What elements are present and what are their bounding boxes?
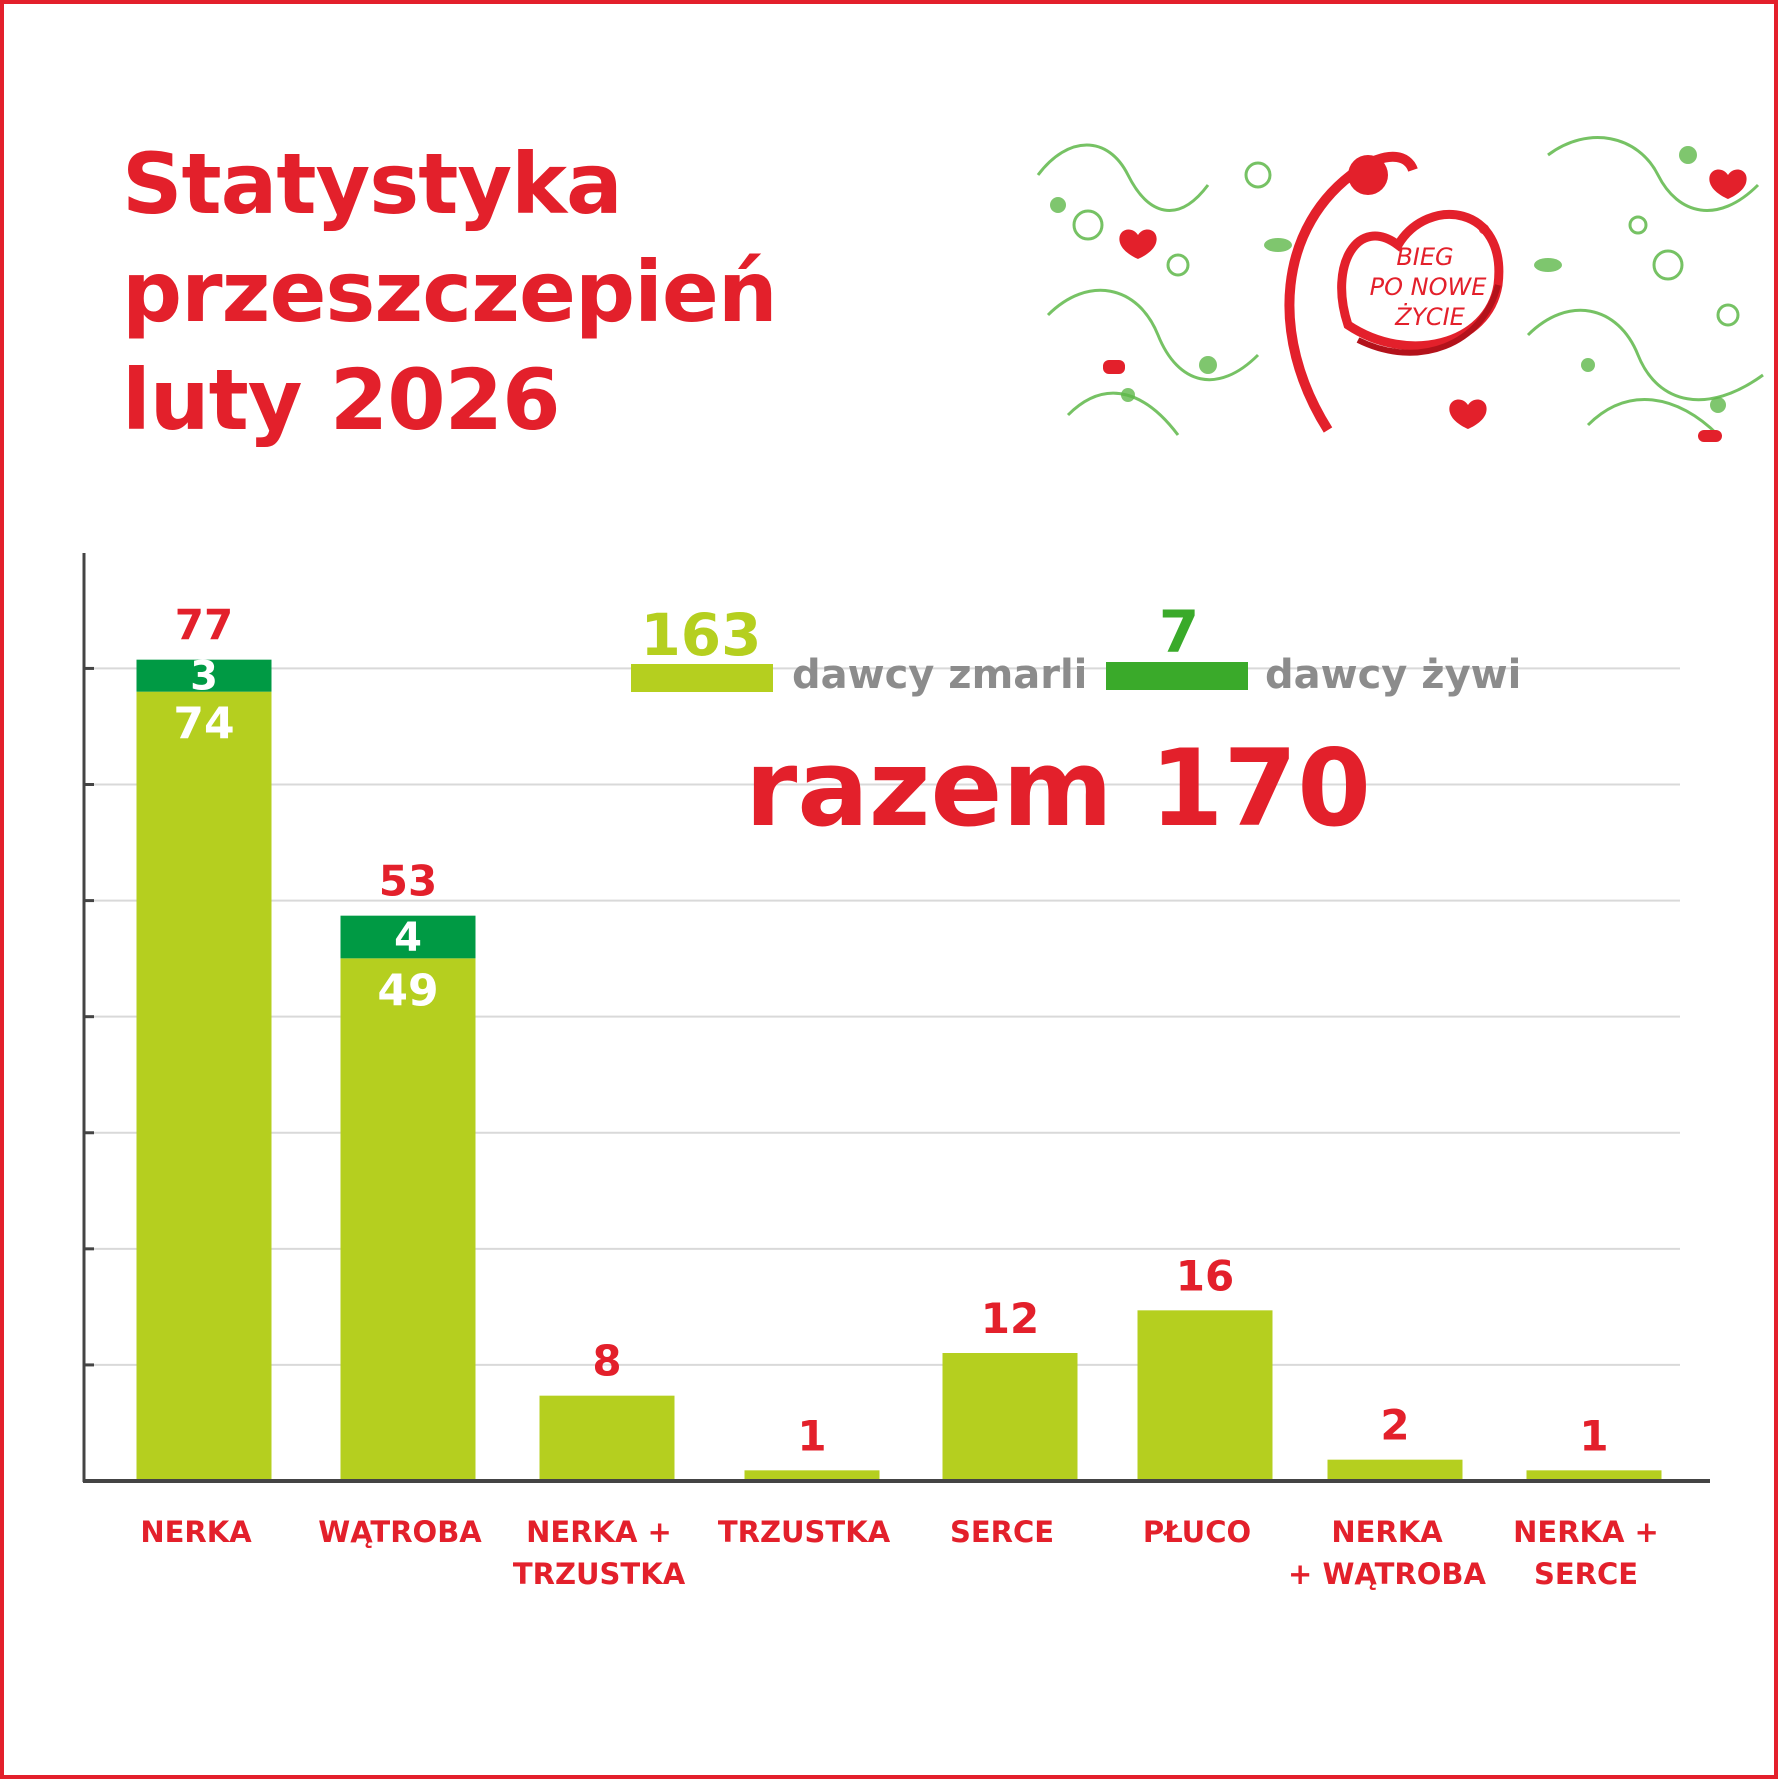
logo-text-po-nowe: PO NOWE — [1370, 273, 1488, 301]
bar-total-value-label: 8 — [592, 1337, 621, 1386]
category-label: NERKA — [140, 1515, 252, 1549]
bar-total-value-label: 16 — [1176, 1251, 1234, 1300]
logo-registered-mark: ® — [1477, 222, 1491, 238]
title-line-2: przeszczepień — [122, 243, 778, 341]
category-label: NERKA + — [526, 1515, 672, 1549]
legend-living-count: 7 — [1159, 598, 1199, 666]
legend-deceased-label: dawcy zmarli — [792, 652, 1087, 698]
bar-total-value-label: 2 — [1380, 1401, 1409, 1450]
logo-text-zycie: ŻYCIE — [1394, 302, 1466, 331]
bieg-po-nowe-zycie-logo: BIEG PO NOWE ŻYCIE ® — [1028, 115, 1769, 443]
legend-living-label: dawcy żywi — [1265, 652, 1521, 698]
bar-deceased-value-label: 74 — [173, 699, 234, 750]
category-label: NERKA — [1331, 1515, 1443, 1549]
category-label: TRZUSTKA — [718, 1515, 891, 1549]
legend-deceased-count: 163 — [640, 601, 761, 669]
category-label: TRZUSTKA — [513, 1557, 686, 1591]
chart-legend: 163 dawcy zmarli 7 dawcy żywi razem 170 — [631, 598, 1521, 850]
bar-total-value-label: 77 — [175, 601, 233, 650]
chart-bars — [136, 659, 1662, 1481]
bar-living — [136, 659, 272, 692]
bar-living — [340, 915, 476, 959]
category-label: PŁUCO — [1143, 1515, 1251, 1549]
category-label: SERCE — [1534, 1557, 1638, 1591]
chart-value-labels: 374 77 449 53 8 1 12 16 2 1 — [173, 601, 1608, 1461]
bar-deceased-value-label: 49 — [377, 965, 438, 1016]
bar-deceased — [744, 1470, 880, 1481]
bar-deceased — [1137, 1310, 1273, 1481]
category-label: NERKA + — [1513, 1515, 1659, 1549]
chart-axes — [82, 553, 1710, 1483]
bar-total-value-label: 12 — [981, 1294, 1039, 1343]
bar-living-value-label: 3 — [190, 654, 218, 700]
chart-category-labels: NERKA WĄTROBA NERKA + TRZUSTKA TRZUSTKA SERCE… — [140, 1515, 1659, 1591]
bar-deceased — [1327, 1459, 1463, 1481]
bar-living-value-label: 4 — [394, 915, 422, 961]
category-label: WĄTROBA — [318, 1515, 482, 1549]
logo-text-bieg: BIEG — [1396, 243, 1453, 271]
bar-total-value-label: 53 — [379, 857, 437, 906]
page-title: Statystyka przeszczepień luty 2026 — [122, 130, 778, 454]
category-label: + WĄTROBA — [1288, 1557, 1486, 1591]
bar-deceased — [136, 691, 272, 1481]
bar-deceased — [539, 1395, 675, 1481]
bar-total-value-label: 1 — [1579, 1411, 1608, 1460]
total-count: razem 170 — [745, 727, 1371, 850]
bar-deceased — [1526, 1470, 1662, 1481]
title-line-1: Statystyka — [122, 135, 623, 233]
legend-deceased-swatch — [631, 664, 773, 692]
title-line-3: luty 2026 — [122, 351, 561, 449]
legend-living-swatch — [1106, 662, 1248, 690]
category-label: SERCE — [950, 1515, 1054, 1549]
bar-total-value-label: 1 — [797, 1411, 826, 1460]
bar-deceased — [942, 1353, 1078, 1481]
bar-deceased — [340, 958, 476, 1481]
